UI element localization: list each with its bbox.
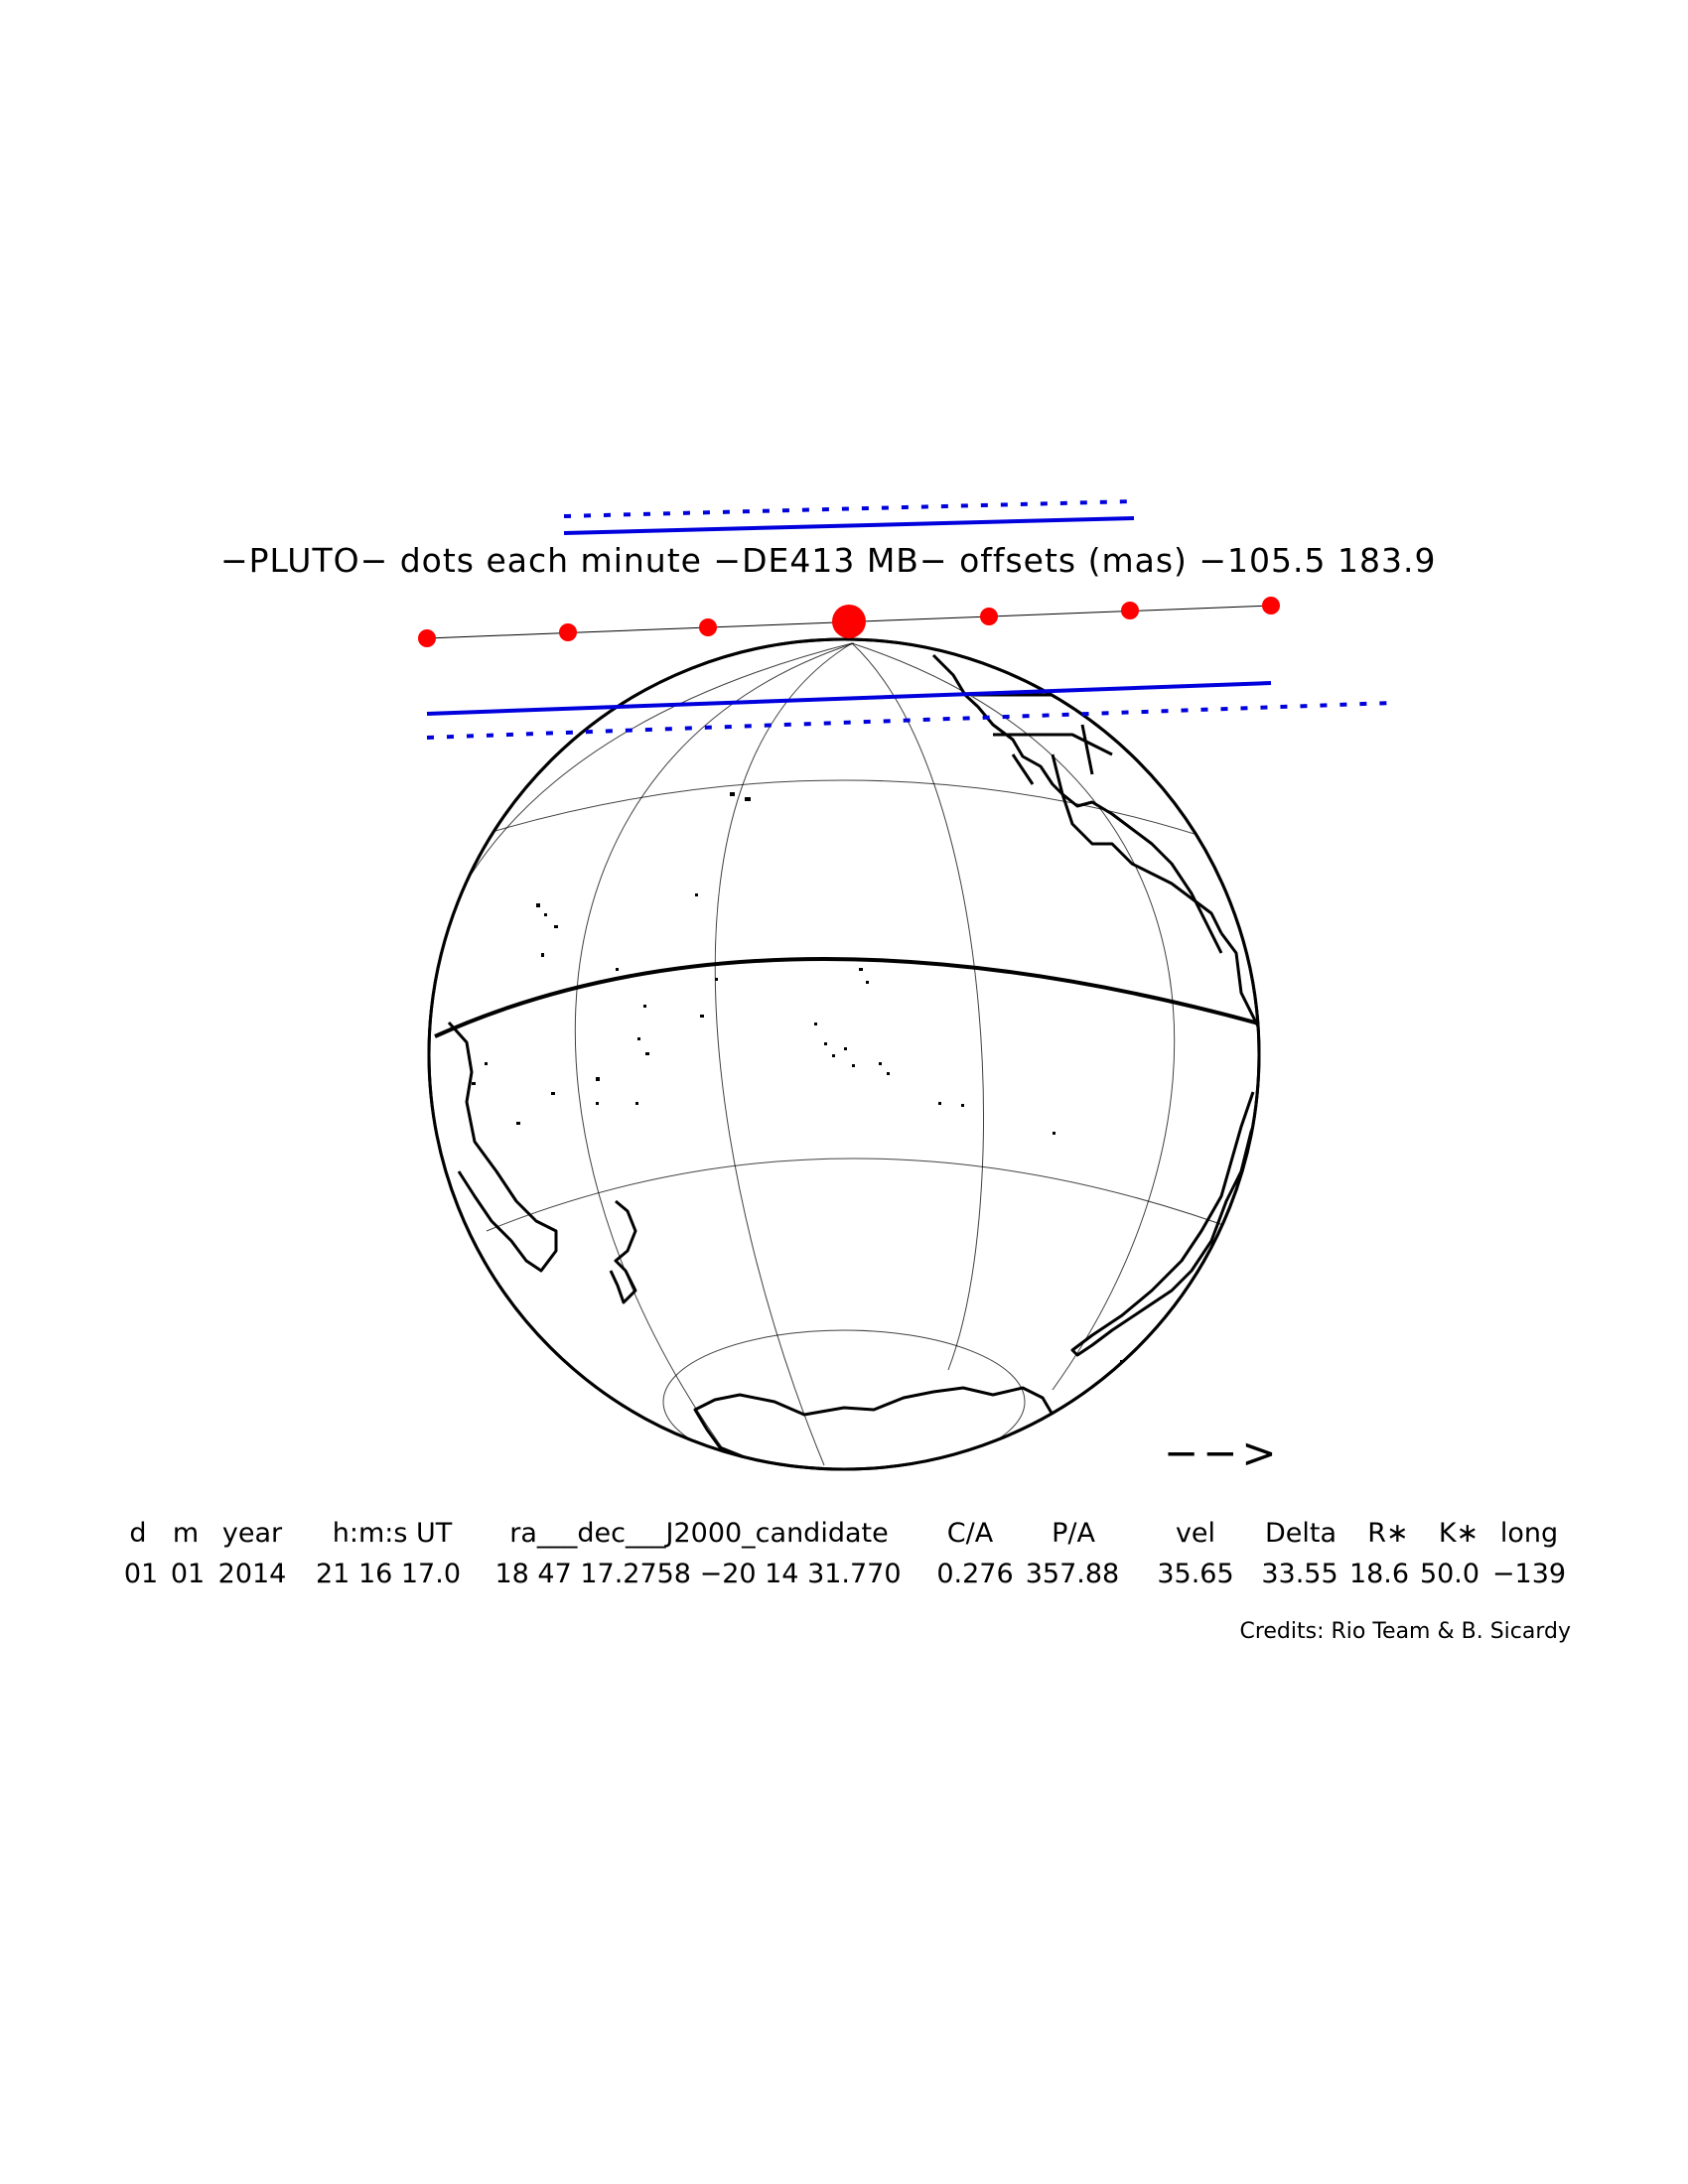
value-r-star: 18.6 [1349,1559,1409,1589]
path-dot [559,623,577,641]
north-shadow-limit-line [563,516,1135,535]
header-long: long [1500,1518,1558,1549]
parallel-line [429,779,1259,857]
new-zealand-coastline [609,1199,637,1304]
meridian-line [714,642,853,1466]
value-delta: 33.55 [1261,1559,1337,1589]
australia-coastline [447,1021,558,1273]
value-long: −139 [1492,1559,1566,1589]
meridian-line [851,642,984,1371]
earth-globe [427,637,1261,1471]
header-delta: Delta [1265,1518,1336,1549]
equator-line [434,957,1259,1038]
header-d: d [129,1518,146,1549]
north-uncertainty-limit-line [563,499,1135,518]
path-dots [418,597,1280,647]
credits: Credits: Rio Team & B. Sicardy [1239,1619,1571,1644]
value-vel: 35.65 [1157,1559,1233,1589]
header-pa: P/A [1052,1518,1095,1549]
south-uncertainty-limit-line [426,701,1393,740]
south-america-coastline [1070,932,1259,1357]
value-d: 01 [124,1559,158,1589]
header-year: year [222,1518,283,1549]
header-coordinates: ra___dec___J2000_candidate [509,1518,888,1549]
value-coordinates: 18 47 17.2758 −20 14 31.770 [494,1559,901,1589]
globe-disk [427,637,1261,1471]
value-time: 21 16 17.0 [316,1559,461,1589]
figure-title: −PLUTO− dots each minute −DE413 MB− offs… [220,541,1437,580]
closest-approach-dot [832,605,866,638]
value-ca: 0.276 [936,1559,1013,1589]
path-dot [418,629,436,647]
data-table: d m year h:m:s UT ra___dec___J2000_candi… [124,1518,1566,1589]
path-dot [1262,597,1280,614]
direction-arrow: −−> [1164,1429,1281,1477]
meridian-line [574,642,855,1466]
value-pa: 357.88 [1026,1559,1119,1589]
path-dot [1121,602,1139,619]
path-dot [699,618,717,636]
header-k-star: K∗ [1439,1518,1478,1549]
header-r-star: R∗ [1367,1518,1408,1549]
south-shadow-limit-line [426,681,1272,716]
antarctic-circle [662,1329,1026,1469]
header-ca: C/A [947,1518,994,1549]
value-k-star: 50.0 [1420,1559,1479,1589]
parallel-line [486,1158,1259,1240]
meridian-line [851,642,1176,1391]
header-m: m [173,1518,199,1549]
value-year: 2014 [218,1559,287,1589]
central-america-coastline [1060,793,1223,934]
header-time: h:m:s UT [333,1518,453,1549]
value-m: 01 [171,1559,205,1589]
path-dot [980,608,998,625]
header-vel: vel [1176,1518,1215,1549]
